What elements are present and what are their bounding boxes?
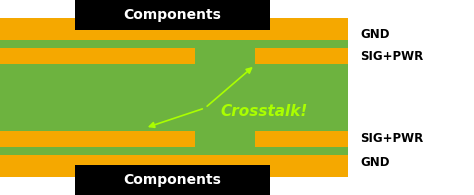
- Bar: [255, 48, 348, 64]
- Bar: [0, 131, 195, 147]
- Bar: [75, 165, 270, 195]
- Bar: [0, 48, 195, 64]
- Text: SIG+PWR: SIG+PWR: [360, 50, 423, 63]
- Text: GND: GND: [360, 155, 390, 168]
- Text: SIG+PWR: SIG+PWR: [360, 132, 423, 145]
- Bar: [0, 18, 348, 177]
- Text: Components: Components: [124, 173, 221, 187]
- Text: Crosstalk!: Crosstalk!: [220, 105, 307, 120]
- Bar: [0, 18, 348, 40]
- Bar: [0, 155, 348, 177]
- Text: GND: GND: [360, 28, 390, 42]
- Bar: [255, 131, 348, 147]
- Bar: [75, 0, 270, 30]
- Text: Components: Components: [124, 8, 221, 22]
